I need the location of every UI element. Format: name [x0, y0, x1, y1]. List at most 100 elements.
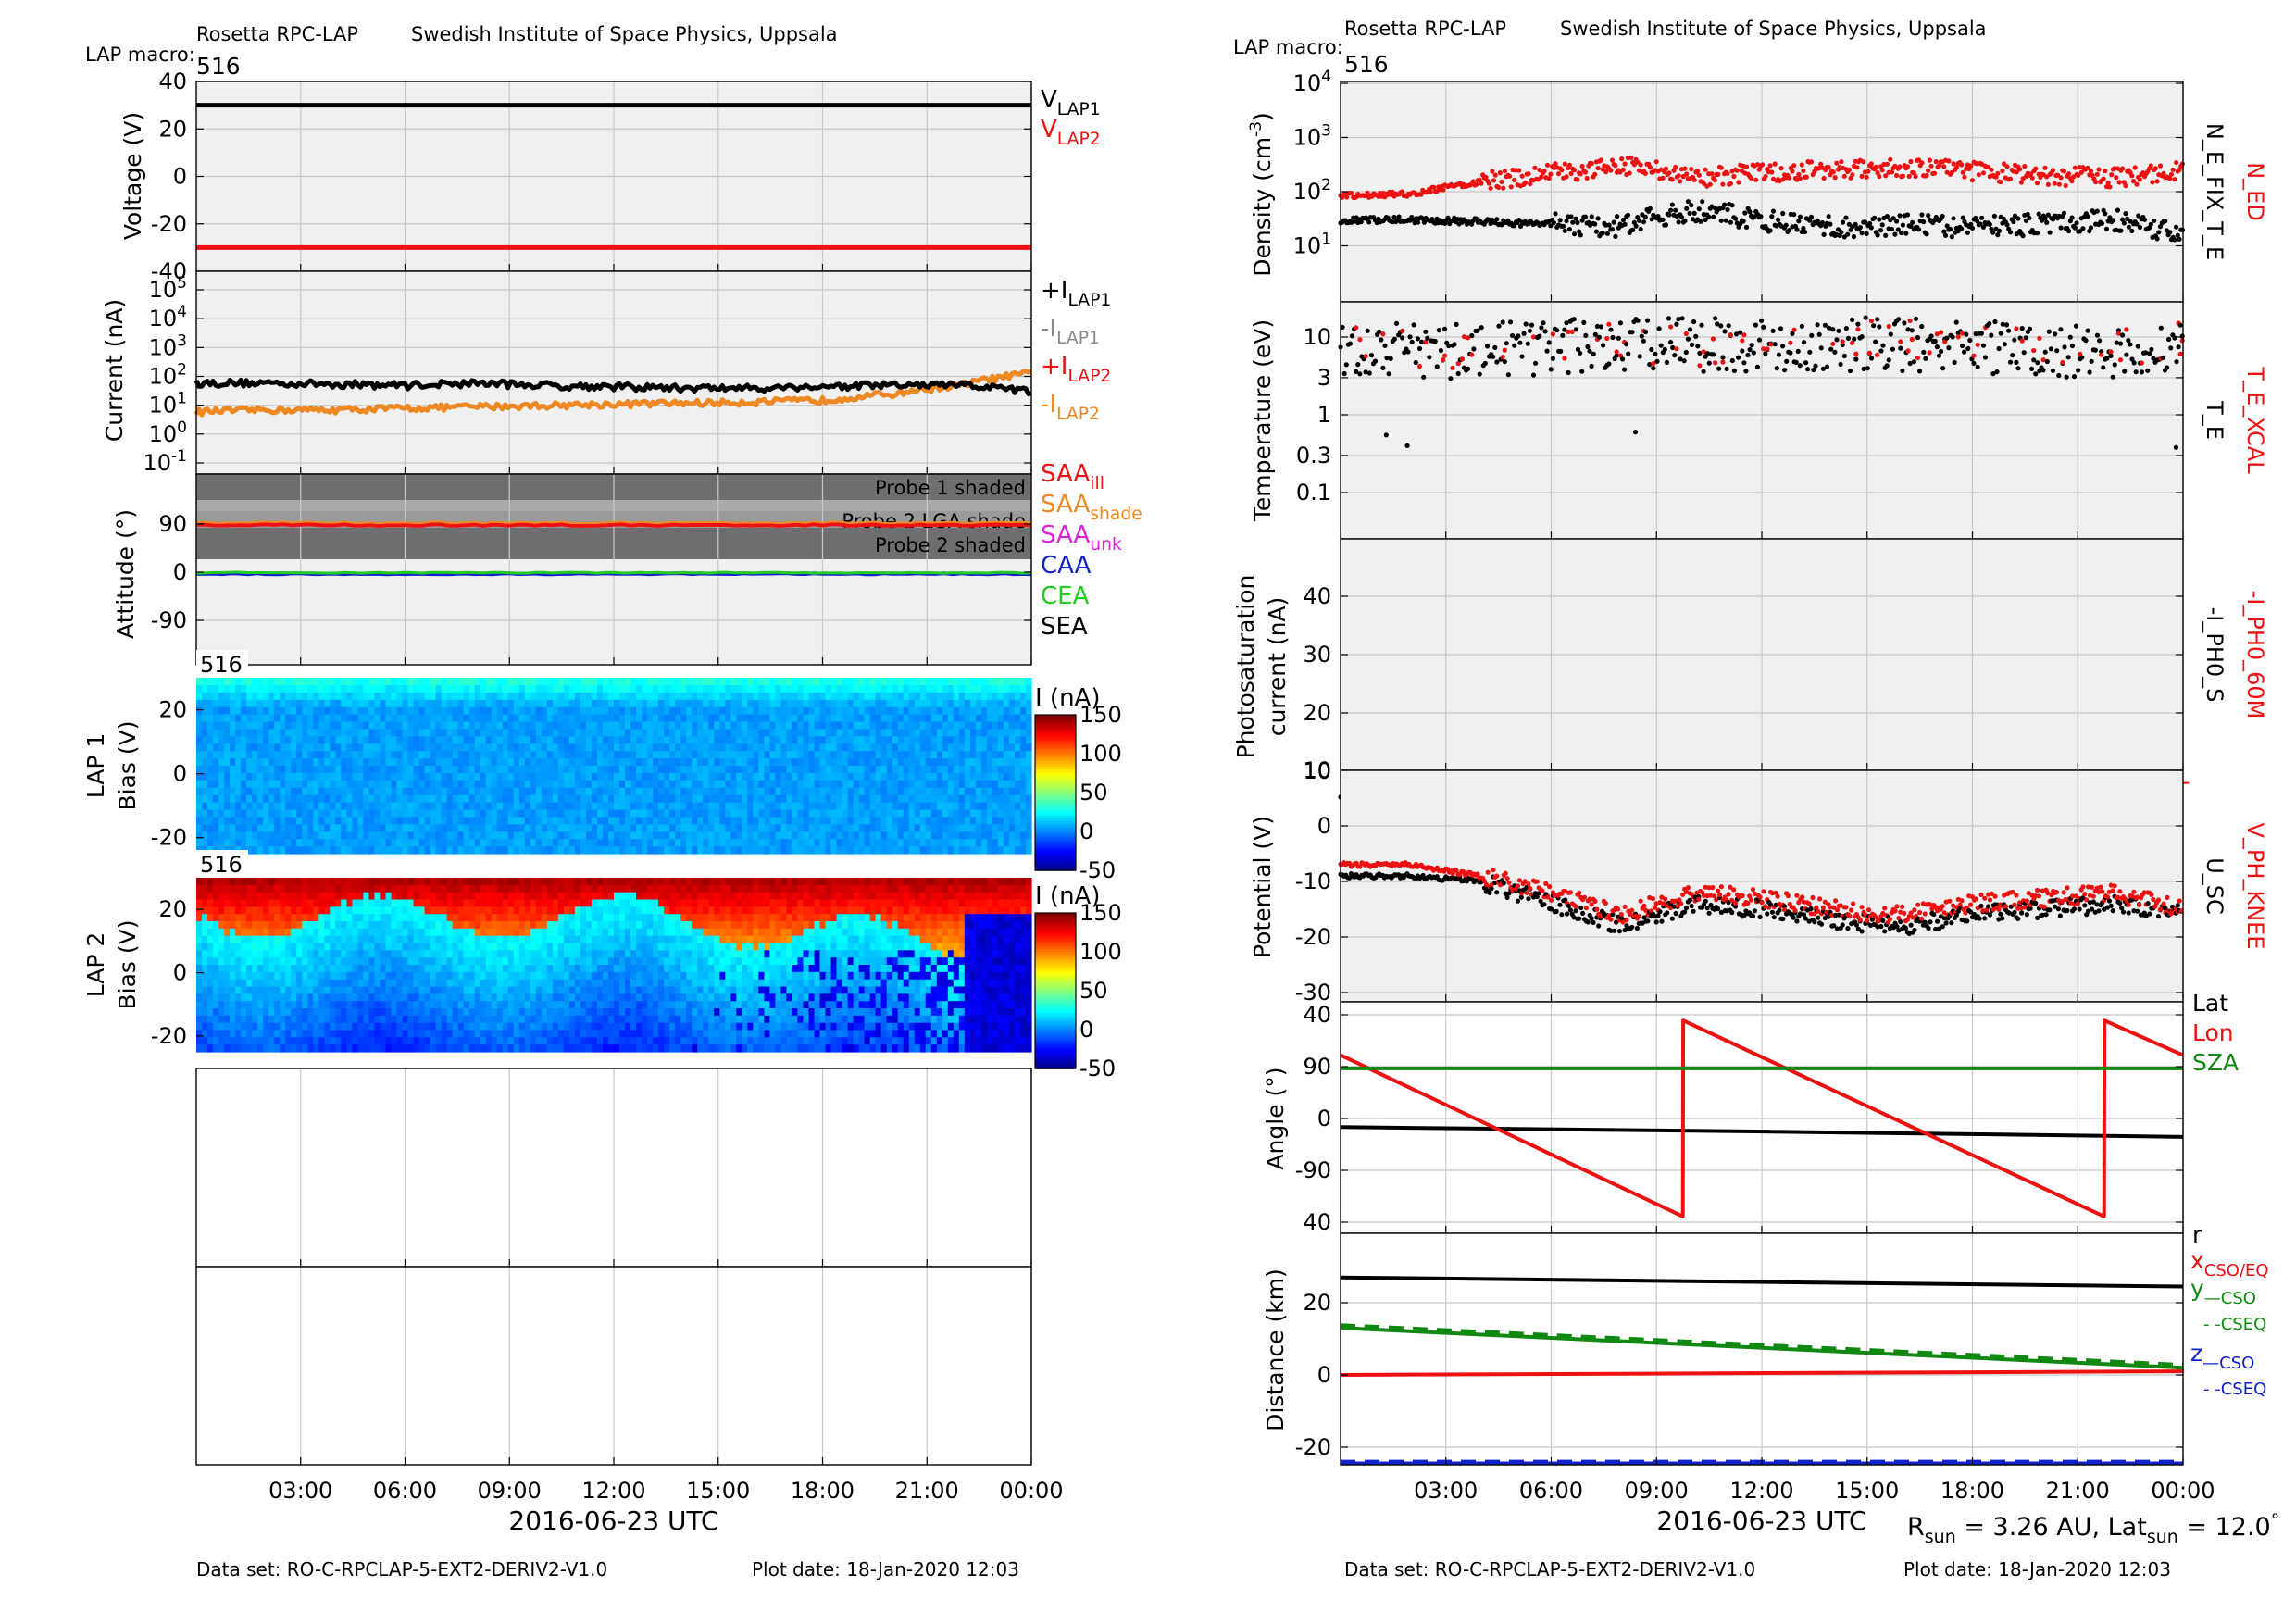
lap2-spectrogram-cell: [235, 906, 242, 915]
lap1-spectrogram-cell: [496, 817, 504, 825]
lap1-spectrogram-cell: [563, 780, 570, 789]
lap2-spectrogram-cell: [385, 1037, 393, 1045]
lap2-spectrogram-cell: [446, 1015, 454, 1024]
lap2-spectrogram-cell: [318, 1001, 325, 1009]
lap2-spectrogram-cell: [380, 979, 386, 988]
lap1-spectrogram-cell: [491, 706, 498, 716]
lap1-spectrogram-cell: [230, 758, 236, 767]
lap1-spectrogram-cell: [642, 780, 648, 789]
lap1-spectrogram-cell: [675, 780, 681, 789]
lap2-spectrogram-cell: [368, 884, 375, 893]
lap1-spectrogram-cell: [507, 817, 515, 825]
lap1-spectrogram-cell: [692, 780, 698, 789]
lap1-spectrogram-cell: [518, 846, 526, 855]
lap1-spectrogram-cell: [742, 736, 748, 744]
lap1-spectrogram-cell: [474, 766, 481, 774]
shade-label-2: Probe 2 shaded: [875, 534, 1026, 556]
lap2-spectrogram-cell: [207, 1001, 214, 1009]
lap1-spectrogram-cell: [591, 766, 598, 774]
lap1-spectrogram-cell: [585, 766, 593, 774]
lap2-spectrogram-cell: [268, 921, 275, 930]
lap1-spectrogram-cell: [491, 743, 498, 752]
lap1-spectrogram-cell: [302, 758, 308, 767]
lap2-spectrogram-cell: [224, 1037, 231, 1045]
lap1-spectrogram-cell: [714, 794, 720, 804]
lap1-spectrogram-cell: [435, 758, 443, 767]
y-tick-label: 103: [149, 331, 187, 360]
lap2-spectrogram-cell: [263, 906, 269, 915]
lap1-spectrogram-cell: [485, 729, 493, 737]
lap1-spectrogram-cell: [614, 772, 620, 781]
lap2-spectrogram-cell: [324, 986, 331, 994]
lap1-spectrogram-cell: [869, 780, 877, 789]
lap1-spectrogram-cell: [552, 714, 559, 723]
lap1-spectrogram-cell: [424, 831, 431, 840]
lap2-spectrogram-cell: [230, 1037, 236, 1045]
lap1-spectrogram-cell: [324, 678, 331, 686]
lap1-spectrogram-cell: [252, 678, 258, 686]
lap2-spectrogram-cell: [402, 1008, 409, 1017]
lap1-spectrogram-cell: [880, 780, 888, 789]
lap2-spectrogram-cell: [246, 1015, 253, 1024]
lap1-spectrogram-cell: [441, 824, 448, 832]
lap2-spectrogram-cell: [313, 928, 319, 937]
lap1-spectrogram-cell: [597, 831, 604, 840]
lap1-spectrogram-cell: [869, 772, 877, 781]
lap1-spectrogram-cell: [603, 736, 609, 744]
lap1-spectrogram-cell: [847, 714, 855, 723]
lap2-spectrogram-cell: [318, 884, 325, 893]
lap2-spectrogram-cell: [230, 1044, 236, 1053]
lap2-spectrogram-cell: [357, 878, 364, 886]
lap1-spectrogram-cell: [518, 751, 526, 759]
lap1-spectrogram-cell: [274, 706, 281, 716]
lap1-spectrogram-cell: [463, 743, 470, 752]
lap1-spectrogram-cell: [374, 831, 381, 840]
lap2-spectrogram-cell: [396, 921, 404, 930]
lap1-spectrogram-cell: [914, 766, 921, 774]
lap2-spectrogram-cell: [218, 1015, 225, 1024]
lap1-spectrogram-cell: [736, 802, 742, 811]
lap1-spectrogram-cell: [780, 824, 787, 832]
lap1-spectrogram-cell: [252, 787, 258, 796]
lap1-spectrogram-cell: [642, 839, 648, 847]
lap2-spectrogram-cell: [230, 892, 236, 901]
lap1-spectrogram-cell: [446, 729, 454, 737]
lap1-spectrogram-cell: [886, 839, 893, 847]
lap1-spectrogram-cell: [307, 721, 314, 730]
lap1-spectrogram-cell: [742, 824, 748, 832]
lap1-spectrogram-cell: [541, 706, 548, 716]
lap1-spectrogram-cell: [224, 706, 231, 716]
lap2-spectrogram-cell: [202, 1044, 208, 1053]
lap1-spectrogram-cell: [318, 766, 325, 774]
lap1-spectrogram-cell: [636, 831, 643, 840]
lap1-spectrogram-cell: [647, 846, 654, 855]
lap1-spectrogram-cell: [869, 817, 877, 825]
lap1-spectrogram-cell: [446, 751, 454, 759]
lap1-spectrogram-cell: [435, 802, 443, 811]
lap1-spectrogram-cell: [485, 721, 493, 730]
lap1-spectrogram-cell: [625, 751, 631, 759]
lap2-spectrogram-cell: [391, 899, 398, 907]
lap1-spectrogram-cell: [853, 831, 860, 840]
y-tick-label: 0: [173, 559, 187, 585]
lap2-spectrogram-cell: [407, 993, 415, 1002]
lap2-spectrogram-cell: [213, 892, 219, 901]
lap1-spectrogram-cell: [346, 824, 353, 832]
lap2-spectrogram-cell: [263, 921, 269, 930]
lap1-spectrogram-cell: [230, 699, 236, 708]
lap1-spectrogram-cell: [797, 684, 804, 693]
lap1-spectrogram-cell: [452, 699, 459, 708]
lap1-spectrogram-cell: [942, 794, 949, 804]
lap1-spectrogram-cell: [580, 772, 587, 781]
lap1-spectrogram-cell: [614, 706, 620, 716]
lap1-spectrogram-cell: [357, 766, 364, 774]
lap1-spectrogram-cell: [396, 699, 404, 708]
lap2-spectrogram-cell: [257, 950, 264, 958]
lap2-spectrogram-cell: [457, 986, 465, 994]
lap1-spectrogram-colorbar-cell: [1035, 865, 1076, 868]
lap1-spectrogram-cell: [858, 831, 866, 840]
lap1-spectrogram-cell: [864, 787, 871, 796]
lap1-spectrogram-cell: [474, 678, 481, 686]
lap1-spectrogram-cell: [446, 839, 454, 847]
lap1-spectrogram-cell: [919, 780, 927, 789]
